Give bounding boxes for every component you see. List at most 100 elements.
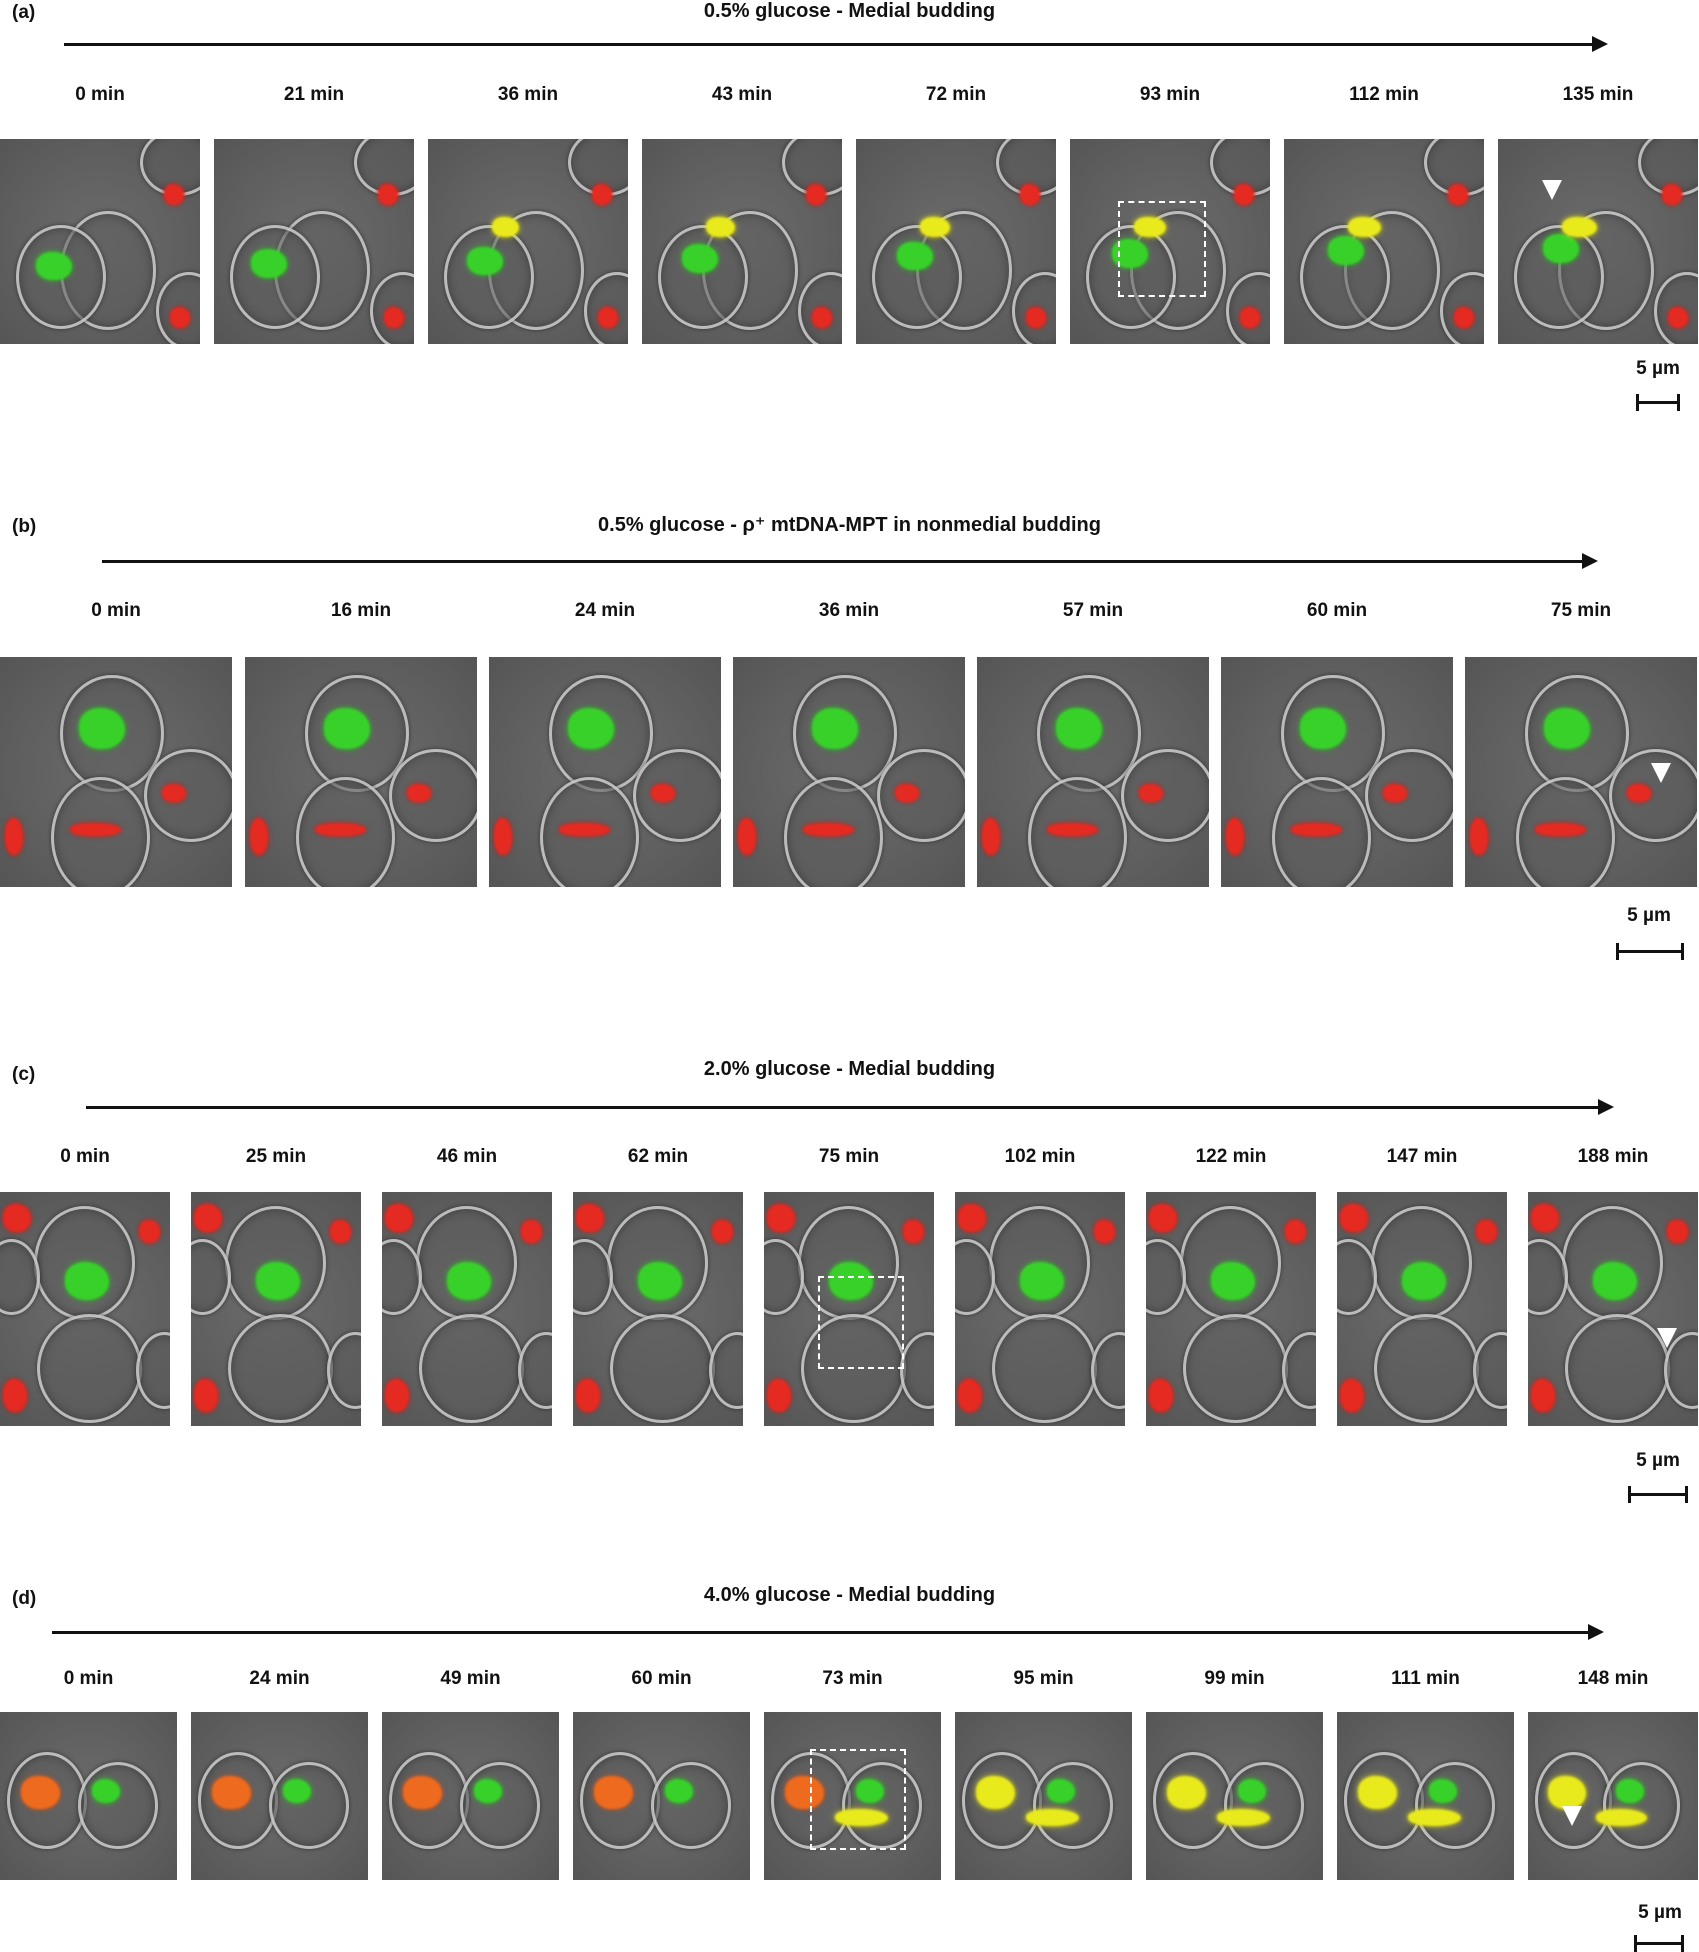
- arrowhead-marker: [1562, 1806, 1582, 1827]
- green-mitochondria: [446, 1262, 491, 1300]
- micrograph-frame: [1221, 657, 1453, 887]
- time-label: 188 min: [1577, 1146, 1649, 1167]
- green-mitochondria: [1543, 707, 1591, 749]
- arrowhead-marker: [1650, 762, 1671, 783]
- time-label: 0 min: [63, 1668, 114, 1689]
- roi-box: [810, 1748, 907, 1851]
- green-mitochondria: [283, 1779, 312, 1803]
- time-label: 60 min: [1306, 600, 1368, 621]
- micrograph-frame: [1284, 139, 1484, 344]
- yellow-mitochondria: [1025, 1809, 1079, 1827]
- micrograph-frame: [955, 1712, 1132, 1880]
- red-mitochondria: [378, 184, 398, 205]
- time-label: 36 min: [818, 600, 880, 621]
- timeline-arrow: [86, 1099, 1614, 1115]
- green-mitochondria: [828, 1262, 873, 1300]
- micrograph-frame: [764, 1192, 934, 1426]
- time-label: 75 min: [818, 1146, 880, 1167]
- micrograph-frame: [191, 1712, 368, 1880]
- red-mitochondria: [802, 822, 854, 837]
- yeast-cell: [419, 1313, 524, 1423]
- green-mitochondria: [897, 241, 933, 271]
- panel-label: (a): [12, 2, 36, 23]
- time-label: 135 min: [1562, 84, 1634, 105]
- scale-bar: [1628, 1486, 1688, 1503]
- time-label: 60 min: [631, 1668, 692, 1689]
- micrograph-frame: [856, 139, 1056, 344]
- micrograph-frame: [955, 1192, 1125, 1426]
- time-label: 147 min: [1386, 1146, 1458, 1167]
- panel-label: (c): [12, 1064, 36, 1085]
- time-label: 21 min: [283, 84, 345, 105]
- yellow-mitochondria: [1596, 1809, 1647, 1827]
- yeast-cell: [610, 1313, 715, 1423]
- micrograph-frame: [0, 1192, 170, 1426]
- red-mitochondria: [1139, 783, 1163, 802]
- red-mitochondria: [1340, 1379, 1365, 1412]
- green-mitochondria: [811, 707, 859, 749]
- micrograph-frame: [382, 1192, 552, 1426]
- red-mitochondria: [558, 822, 610, 837]
- scale-bar: [1636, 394, 1680, 411]
- panel-title: 2.0% glucose - Medial budding: [703, 1058, 996, 1080]
- red-mitochondria: [1531, 1379, 1556, 1412]
- red-mitochondria: [1240, 307, 1260, 328]
- red-mitochondria: [162, 783, 186, 802]
- green-mitochondria: [681, 244, 718, 273]
- yeast-cell: [143, 749, 232, 843]
- red-mitochondria: [1476, 1220, 1497, 1244]
- red-mitochondria: [330, 1220, 351, 1244]
- yeast-cell: [77, 1762, 159, 1850]
- orange-mitochondria: [21, 1775, 61, 1810]
- yellow-mitochondria: [492, 216, 519, 238]
- green-mitochondria: [36, 251, 72, 281]
- panel-title: 0.5% glucose - Medial budding: [703, 0, 996, 22]
- yeast-cell: [1120, 749, 1209, 843]
- red-mitochondria: [712, 1220, 733, 1244]
- roi-box: [1118, 200, 1206, 297]
- time-label: 36 min: [497, 84, 559, 105]
- micrograph-frame: [1337, 1712, 1514, 1880]
- micrograph-frame: [1070, 139, 1270, 344]
- yellow-mitochondria: [920, 216, 950, 238]
- red-mitochondria: [958, 1203, 986, 1232]
- yeast-cell: [1223, 1762, 1305, 1850]
- green-mitochondria: [255, 1262, 300, 1300]
- micrograph-frame: [733, 657, 965, 887]
- red-mitochondria: [576, 1379, 601, 1412]
- red-mitochondria: [493, 818, 513, 855]
- green-mitochondria: [1616, 1779, 1644, 1803]
- orange-mitochondria: [403, 1775, 443, 1810]
- yeast-cell: [327, 1332, 361, 1409]
- micrograph-frame: [428, 139, 628, 344]
- red-mitochondria: [164, 184, 184, 205]
- yeast-cell: [1032, 1762, 1114, 1850]
- micrograph-frame: [382, 1712, 559, 1880]
- red-mitochondria: [903, 1220, 924, 1244]
- arrowhead-marker: [1542, 180, 1562, 200]
- red-mitochondria: [3, 1203, 31, 1232]
- red-mitochondria: [1094, 1220, 1115, 1244]
- red-mitochondria: [981, 818, 1001, 855]
- micrograph-frame: [573, 1712, 750, 1880]
- red-mitochondria: [1662, 184, 1682, 205]
- yeast-cell: [37, 1313, 142, 1423]
- red-mitochondria: [521, 1220, 542, 1244]
- red-mitochondria: [1234, 184, 1254, 205]
- time-label: 148 min: [1577, 1668, 1649, 1689]
- red-mitochondria: [139, 1220, 160, 1244]
- yellow-mitochondria: [1407, 1809, 1461, 1827]
- green-mitochondria: [474, 1779, 503, 1803]
- micrograph-frame: [0, 657, 232, 887]
- yeast-cell: [228, 1313, 333, 1423]
- scale-label: 5 µm: [1636, 358, 1680, 379]
- yellow-mitochondria: [1167, 1775, 1207, 1810]
- time-label: 57 min: [1062, 600, 1124, 621]
- time-label: 95 min: [1013, 1668, 1074, 1689]
- scale-label: 5 µm: [1638, 1902, 1682, 1923]
- time-label: 25 min: [245, 1146, 307, 1167]
- micrograph-frame: [1337, 1192, 1507, 1426]
- time-label: 43 min: [711, 84, 773, 105]
- panel-title: 4.0% glucose - Medial budding: [703, 1584, 996, 1606]
